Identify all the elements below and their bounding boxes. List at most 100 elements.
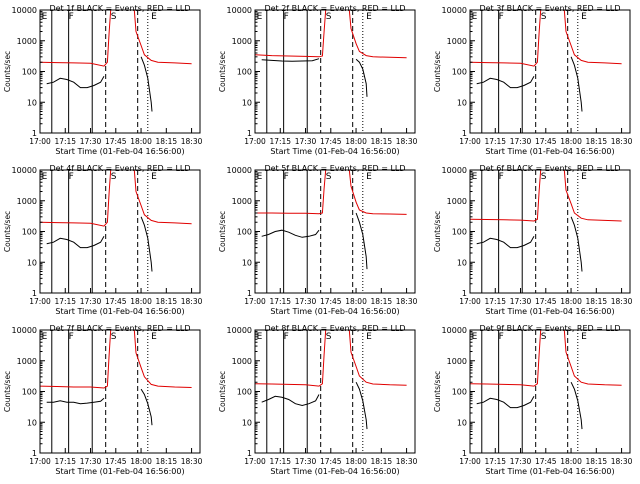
x-tick-label: 17:15 [269, 297, 291, 306]
x-tick-label: 17:15 [54, 457, 76, 466]
series-lld-line [255, 330, 407, 387]
y-tick-label: 10 [27, 418, 37, 427]
event-marker: E [257, 12, 263, 22]
y-axis-label: Counts/sec [218, 371, 227, 412]
x-tick-label: 18:30 [611, 137, 633, 146]
x-tick-label: 17:45 [320, 297, 342, 306]
x-tick-label: 18:00 [130, 137, 152, 146]
y-tick-label: 1000 [17, 197, 37, 206]
x-tick-label: 17:45 [535, 297, 557, 306]
x-tick-label: 17:30 [80, 137, 102, 146]
panel-title: Det 5f BLACK = Events, RED = LLD [264, 164, 405, 173]
x-tick-label: 18:30 [181, 137, 203, 146]
y-axis-label: Counts/sec [218, 211, 227, 252]
series-events-line [570, 381, 583, 430]
series-events-line [140, 388, 153, 426]
y-tick-label: 10000 [227, 166, 252, 175]
x-axis-label: Start Time (01-Feb-04 16:56:00) [485, 147, 614, 156]
y-tick-label: 1 [247, 289, 252, 298]
x-tick-label: 17:45 [105, 137, 127, 146]
series-lld-line [40, 10, 192, 67]
event-marker: E [581, 172, 587, 182]
y-tick-label: 1000 [447, 37, 467, 46]
event-marker: E [472, 332, 478, 342]
series-events-line [140, 56, 153, 112]
x-tick-label: 17:15 [484, 137, 506, 146]
x-tick-label: 18:30 [611, 457, 633, 466]
event-marker: E [42, 332, 48, 342]
plot-frame [254, 9, 416, 134]
y-tick-label: 1000 [232, 37, 252, 46]
y-axis-label: Counts/sec [433, 371, 442, 412]
y-tick-label: 100 [237, 388, 252, 397]
x-axis-label: Start Time (01-Feb-04 16:56:00) [485, 467, 614, 476]
x-tick-label: 18:15 [156, 137, 178, 146]
x-tick-label: 17:00 [459, 297, 481, 306]
y-tick-label: 1000 [232, 197, 252, 206]
x-tick-label: 17:15 [269, 137, 291, 146]
series-events-line [46, 236, 105, 249]
series-events-line [476, 396, 535, 409]
x-tick-label: 18:30 [396, 137, 418, 146]
series-events-line [261, 394, 320, 407]
y-tick-label: 100 [22, 68, 37, 77]
y-tick-label: 100 [452, 388, 467, 397]
event-marker: S [541, 12, 547, 22]
y-tick-label: 1000 [17, 37, 37, 46]
event-marker: E [42, 172, 48, 182]
y-tick-label: 10 [242, 98, 252, 107]
series-lld-line [470, 170, 622, 222]
series-events-line [476, 76, 535, 89]
x-tick-label: 17:30 [295, 457, 317, 466]
y-tick-label: 10000 [227, 326, 252, 335]
x-axis-label: Start Time (01-Feb-04 16:56:00) [270, 147, 399, 156]
series-lld-line [255, 10, 407, 59]
y-tick-label: 100 [22, 388, 37, 397]
plot-frame [254, 329, 416, 454]
y-tick-label: 1000 [17, 357, 37, 366]
x-tick-label: 18:30 [396, 297, 418, 306]
event-marker: S [326, 332, 332, 342]
x-tick-label: 18:15 [371, 457, 393, 466]
event-marker: S [111, 12, 117, 22]
event-marker: E [581, 332, 587, 342]
x-tick-label: 18:00 [130, 457, 152, 466]
y-tick-label: 1 [247, 449, 252, 458]
y-axis-label: Counts/sec [3, 51, 12, 92]
x-tick-label: 18:15 [586, 137, 608, 146]
event-marker: F [499, 172, 504, 182]
event-marker: F [284, 12, 289, 22]
y-tick-label: 10000 [227, 6, 252, 15]
x-tick-label: 17:00 [29, 137, 51, 146]
x-tick-label: 18:00 [560, 457, 582, 466]
x-tick-label: 18:30 [181, 457, 203, 466]
plot-frame [39, 9, 201, 134]
x-tick-label: 17:00 [459, 137, 481, 146]
x-axis-label: Start Time (01-Feb-04 16:56:00) [270, 307, 399, 316]
event-marker: F [499, 332, 504, 342]
x-tick-label: 17:00 [244, 137, 266, 146]
x-tick-label: 17:45 [105, 297, 127, 306]
event-marker: S [111, 172, 117, 182]
y-tick-label: 1 [462, 289, 467, 298]
event-marker: E [151, 12, 157, 22]
event-marker: F [499, 12, 504, 22]
y-tick-label: 1 [32, 289, 37, 298]
x-tick-label: 17:45 [320, 457, 342, 466]
series-events-line [355, 381, 368, 430]
y-tick-label: 10 [457, 258, 467, 267]
x-tick-label: 17:00 [459, 457, 481, 466]
event-marker: E [366, 332, 372, 342]
x-tick-label: 18:30 [611, 297, 633, 306]
x-axis-label: Start Time (01-Feb-04 16:56:00) [485, 307, 614, 316]
y-tick-label: 1 [462, 129, 467, 138]
event-marker: E [366, 172, 372, 182]
panel-title: Det 7f BLACK = Events, RED = LLD [49, 324, 190, 333]
event-marker: E [257, 332, 263, 342]
y-tick-label: 10000 [442, 326, 467, 335]
x-tick-label: 18:15 [156, 297, 178, 306]
